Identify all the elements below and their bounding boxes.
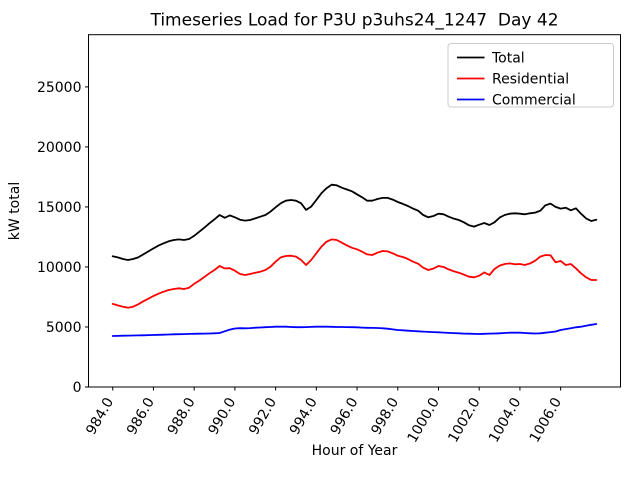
y-axis-label: kW total: [7, 182, 23, 240]
legend: Total Residential Commercial: [447, 43, 614, 109]
y-tick-label: 10000: [37, 260, 82, 276]
legend-label-residential: Residential: [492, 72, 569, 88]
legend-box: [447, 43, 614, 108]
y-tick-label: 0: [73, 380, 82, 396]
x-axis-label: Hour of Year: [312, 443, 398, 459]
series-line-total: [111, 183, 598, 261]
series-group: [111, 183, 598, 337]
chart-title: Timeseries Load for P3U p3uhs24_1247 Day…: [149, 11, 558, 31]
legend-label-total: Total: [491, 51, 525, 67]
series-line-commercial: [111, 323, 598, 337]
series-line-residential: [111, 238, 598, 309]
y-tick-label: 5000: [46, 320, 82, 336]
y-tick-label: 20000: [37, 140, 82, 156]
axes-frame: [88, 34, 621, 388]
y-tick-label: 15000: [37, 200, 82, 216]
legend-label-commercial: Commercial: [492, 93, 576, 109]
y-tick-label: 25000: [37, 80, 82, 96]
